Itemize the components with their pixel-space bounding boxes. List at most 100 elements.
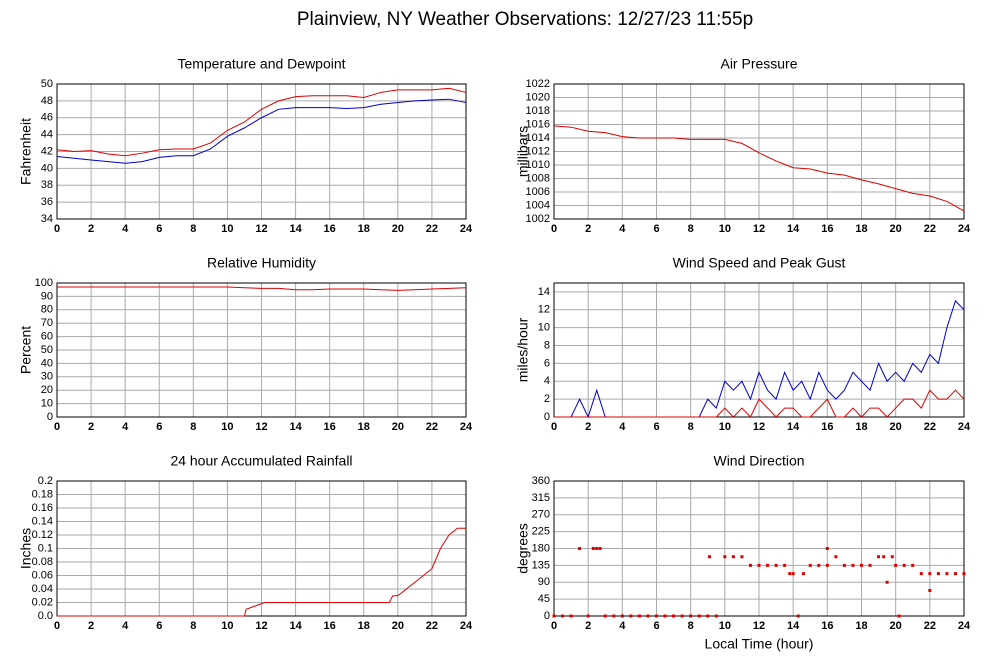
x-tick-label: 14 <box>289 620 302 632</box>
x-tick-label: 10 <box>719 223 731 235</box>
data-point <box>885 580 889 584</box>
y-tick-label: 14 <box>538 286 550 298</box>
data-point <box>689 614 693 618</box>
chart: Relative HumidityPercent0102030405060708… <box>18 255 473 433</box>
data-line <box>57 527 466 617</box>
data-point <box>706 614 710 618</box>
x-tick-label: 6 <box>653 223 659 235</box>
x-tick-label: 16 <box>324 620 336 632</box>
data-point <box>774 563 778 567</box>
y-tick-label: 315 <box>532 492 550 504</box>
chart: Air Pressuremillibars1002100410061008101… <box>515 56 971 235</box>
data-point <box>646 614 650 618</box>
y-tick-label: 8 <box>544 339 550 351</box>
y-tick-label: 0.0 <box>38 610 53 622</box>
x-tick-label: 2 <box>585 421 591 433</box>
chart-title: 24 hour Accumulated Rainfall <box>170 453 352 469</box>
x-tick-label: 20 <box>392 620 404 632</box>
x-tick-label: 10 <box>221 421 233 433</box>
x-tick-label: 20 <box>392 421 404 433</box>
y-tick-label: 70 <box>41 317 53 329</box>
x-tick-label: 2 <box>585 223 591 235</box>
y-tick-label: 0.06 <box>32 569 53 581</box>
x-tick-label: 6 <box>156 620 162 632</box>
y-tick-label: 1008 <box>526 172 550 184</box>
y-tick-label: 0.02 <box>32 596 53 608</box>
x-tick-label: 4 <box>619 620 626 632</box>
data-point <box>801 572 805 576</box>
data-point <box>561 614 565 618</box>
x-tick-label: 22 <box>426 620 438 632</box>
x-tick-label: 24 <box>958 421 971 433</box>
x-tick-label: 14 <box>787 223 800 235</box>
data-point <box>723 555 727 559</box>
plot-frame <box>56 282 467 418</box>
y-tick-label: 1022 <box>526 78 550 90</box>
x-tick-label: 18 <box>358 223 370 235</box>
x-tick-label: 22 <box>924 620 936 632</box>
x-tick-label: 10 <box>221 223 233 235</box>
data-point <box>740 555 744 559</box>
x-tick-label: 12 <box>255 223 267 235</box>
plot-frame <box>553 83 965 220</box>
y-tick-label: 38 <box>41 179 53 191</box>
data-point <box>817 563 821 567</box>
y-tick-label: 0.04 <box>32 583 53 595</box>
data-point <box>902 563 906 567</box>
data-point <box>834 555 838 559</box>
data-point <box>552 614 556 618</box>
data-line <box>553 125 965 212</box>
plot-frame <box>553 282 965 418</box>
x-tick-label: 4 <box>122 620 129 632</box>
y-tick-label: 1010 <box>526 159 550 171</box>
y-tick-label: 20 <box>41 384 53 396</box>
x-tick-label: 0 <box>551 421 557 433</box>
x-tick-label: 14 <box>289 421 302 433</box>
data-point <box>788 572 792 576</box>
x-tick-label: 16 <box>821 620 833 632</box>
x-tick-label: 16 <box>324 223 336 235</box>
y-tick-label: 12 <box>538 304 550 316</box>
data-point <box>825 547 829 550</box>
chart-title: Wind Speed and Peak Gust <box>673 255 846 271</box>
plot-frame <box>56 83 467 220</box>
y-tick-label: 45 <box>538 593 550 605</box>
data-point <box>894 563 898 567</box>
x-tick-label: 14 <box>289 223 302 235</box>
page-title: Plainview, NY Weather Observations: 12/2… <box>297 9 753 30</box>
x-tick-label: 4 <box>122 421 129 433</box>
data-point <box>620 614 624 618</box>
chart-title: Temperature and Dewpoint <box>177 56 345 72</box>
y-tick-label: 40 <box>41 162 53 174</box>
data-line <box>56 87 467 157</box>
data-point <box>882 555 886 559</box>
x-tick-label: 24 <box>460 421 473 433</box>
data-point <box>757 563 761 567</box>
data-point <box>928 589 932 592</box>
x-tick-label: 22 <box>426 223 438 235</box>
x-tick-label: 8 <box>688 421 694 433</box>
x-tick-label: 2 <box>88 620 94 632</box>
data-point <box>877 555 881 559</box>
data-point <box>897 614 901 618</box>
x-tick-label: 2 <box>88 223 94 235</box>
x-tick-label: 16 <box>821 421 833 433</box>
data-line <box>554 389 965 418</box>
data-line <box>57 286 467 291</box>
x-tick-label: 10 <box>221 620 233 632</box>
data-point <box>578 547 582 550</box>
y-tick-label: 44 <box>41 129 53 141</box>
x-tick-label: 18 <box>855 223 867 235</box>
x-tick-label: 22 <box>924 223 936 235</box>
chart: Wind Direction degrees Local Time (hour) 0 4… <box>515 453 971 652</box>
x-tick-label: 20 <box>890 421 902 433</box>
y-tick-label: 42 <box>41 145 53 157</box>
y-tick-label: 180 <box>532 542 550 554</box>
x-tick-label: 8 <box>190 223 196 235</box>
x-tick-label: 4 <box>122 223 129 235</box>
chart: Temperature and Dewpoint Fahrenheit 34 36 38… <box>18 56 473 235</box>
x-tick-label: 12 <box>255 421 267 433</box>
x-tick-label: 8 <box>688 223 694 235</box>
x-tick-label: 24 <box>958 223 971 235</box>
